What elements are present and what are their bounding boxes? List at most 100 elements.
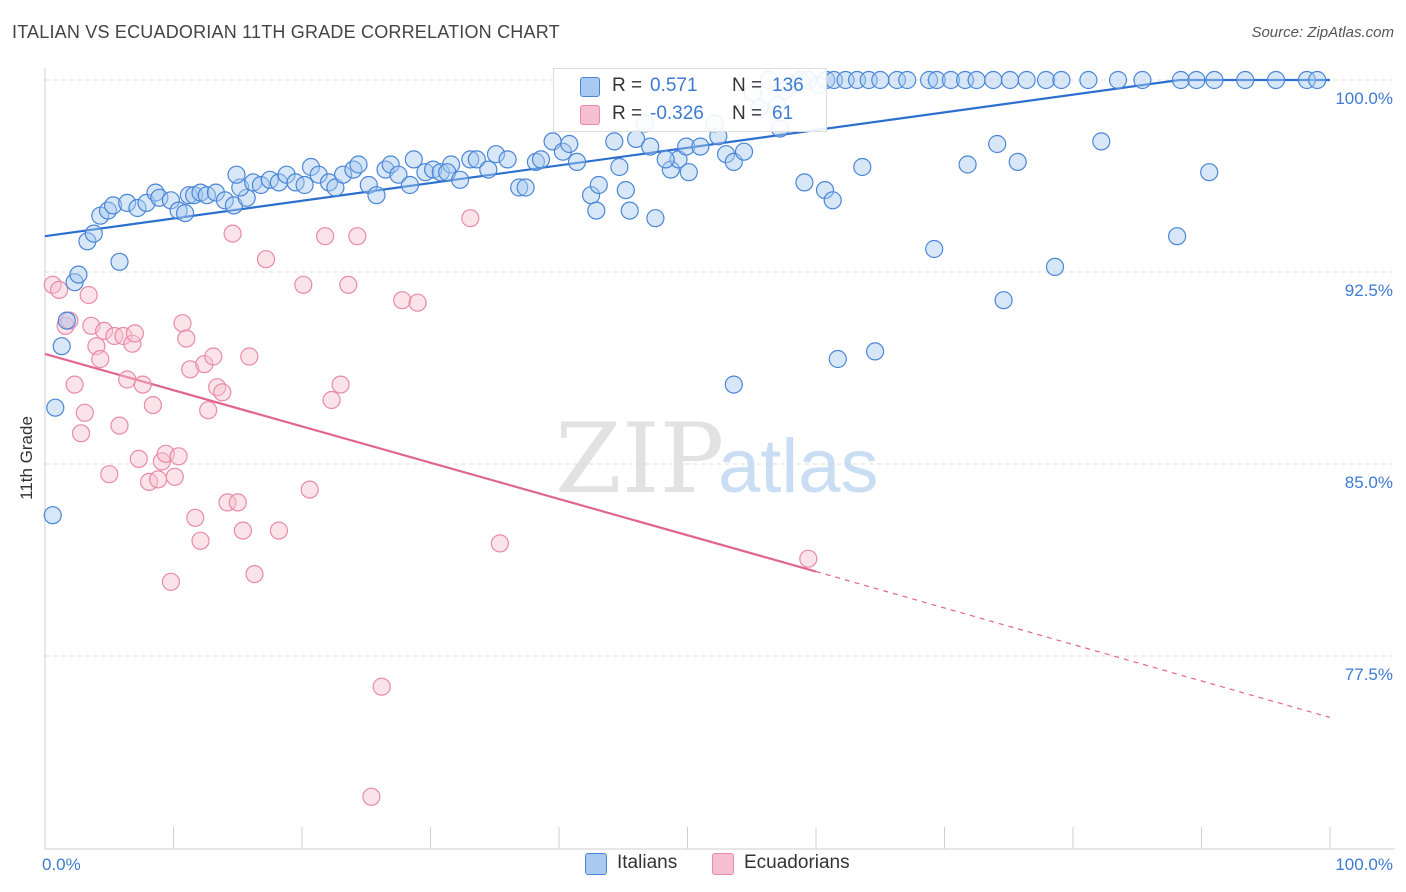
point-italians (589, 175, 608, 195)
point-italians (1008, 152, 1027, 171)
point-italians (43, 506, 62, 525)
point-italians (1052, 70, 1071, 90)
point-italians (57, 311, 76, 330)
point-ecuadorians (204, 347, 223, 366)
point-ecuadorians (461, 209, 480, 228)
point-italians (656, 150, 675, 169)
point-ecuadorians (169, 447, 188, 466)
point-italians (1187, 70, 1206, 90)
watermark: ZIP atlas (555, 403, 879, 515)
point-italians (179, 186, 198, 205)
point-italians (227, 165, 246, 184)
legend-row-italians: R = 0.571 N = 136 (554, 73, 826, 101)
trend-line-italians (44, 78, 1180, 238)
point-ecuadorians (213, 383, 232, 402)
point-ecuadorians (65, 375, 84, 394)
point-italians (531, 150, 551, 169)
legend-n-value: 136 (772, 75, 804, 96)
chart-title: ITALIAN VS ECUADORIAN 11TH GRADE CORRELA… (12, 22, 560, 42)
point-italians (389, 165, 408, 184)
point-ecuadorians (331, 375, 350, 394)
point-italians (344, 160, 363, 179)
point-italians (161, 191, 180, 210)
y-tick-label: 92.5% (1345, 281, 1393, 300)
point-ecuadorians (799, 549, 818, 568)
point-italians (865, 342, 885, 361)
bottom-legend-label-italians: Italians (617, 852, 678, 873)
point-ecuadorians (75, 403, 94, 422)
point-ecuadorians (233, 521, 252, 540)
chart-source: Source: ZipAtlas.com (1251, 24, 1394, 41)
bottom-legend-label-ecuadorians: Ecuadorians (744, 852, 850, 873)
point-italians (795, 173, 814, 192)
point-italians (467, 150, 486, 169)
point-italians (1236, 70, 1255, 90)
point-ecuadorians (199, 401, 218, 420)
point-italians (52, 337, 71, 356)
point-italians (661, 160, 680, 179)
point-ecuadorians (339, 275, 358, 294)
point-italians (516, 178, 535, 197)
point-italians (1108, 70, 1128, 90)
point-italians (1000, 70, 1020, 90)
point-ecuadorians (49, 280, 69, 299)
point-italians (691, 137, 710, 156)
bottom-legend-swatch-ecuadorians (712, 853, 734, 875)
trend-line-ecuadorians (44, 352, 817, 573)
point-italians (359, 175, 378, 195)
legend-row-ecuadorians: R = -0.326 N = 61 (554, 101, 826, 129)
tick-labels: 77.5% 85.0% 92.5% 100.0% 0.0% 100.0% (42, 89, 1393, 874)
point-italians (1036, 70, 1056, 90)
point-ecuadorians (129, 449, 148, 468)
point-italians (381, 155, 400, 174)
point-italians (620, 201, 639, 220)
x-tick-label: 0.0% (42, 855, 81, 874)
point-italians (103, 196, 123, 215)
point-italians (958, 155, 977, 174)
point-italians (605, 132, 624, 151)
point-italians (677, 137, 696, 156)
point-ecuadorians (71, 424, 91, 443)
legend-r-label: R = (612, 103, 643, 124)
point-italians (1092, 132, 1111, 151)
legend-n-label: N = (732, 103, 763, 124)
point-italians (1205, 70, 1224, 90)
legend-swatch-ecuadorians (580, 105, 600, 125)
point-italians (526, 152, 546, 171)
point-italians (461, 150, 480, 169)
bottom-legend-swatch-italians (585, 853, 607, 875)
point-italians (1167, 227, 1187, 246)
point-italians (925, 239, 944, 259)
point-ecuadorians (94, 321, 114, 340)
point-ecuadorians (408, 293, 427, 312)
point-italians (1045, 257, 1065, 276)
point-ecuadorians (218, 493, 237, 512)
legend-n-label: N = (732, 75, 763, 96)
point-italians (118, 193, 137, 212)
point-italians (679, 163, 698, 182)
point-italians (400, 175, 419, 195)
point-ecuadorians (322, 390, 341, 410)
point-ecuadorians (256, 250, 276, 269)
point-ecuadorians (300, 480, 319, 499)
y-tick-label: 77.5% (1345, 665, 1393, 684)
point-italians (367, 186, 386, 205)
point-ecuadorians (133, 375, 152, 394)
point-italians (451, 170, 470, 189)
point-ecuadorians (149, 470, 168, 489)
axes (44, 68, 1395, 850)
point-italians (69, 265, 88, 284)
point-italians (823, 191, 842, 210)
point-italians (150, 188, 169, 207)
point-ecuadorians (490, 534, 509, 553)
point-italians (646, 209, 665, 228)
point-italians (1266, 70, 1286, 90)
y-axis-label: 11th Grade (17, 416, 36, 500)
legend-box: R = 0.571 N = 136 R = -0.326 N = 61 (553, 68, 827, 132)
point-italians (560, 134, 579, 154)
legend-swatch-italians (580, 77, 600, 97)
legend-r-value: 0.571 (650, 75, 698, 96)
point-ecuadorians (316, 227, 335, 246)
point-ecuadorians (269, 521, 288, 540)
point-ecuadorians (165, 467, 184, 486)
